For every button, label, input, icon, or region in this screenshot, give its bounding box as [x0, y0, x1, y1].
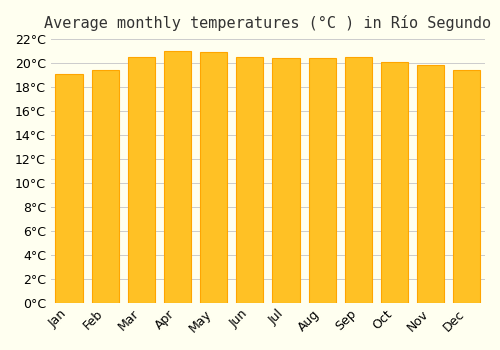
Bar [128, 57, 155, 303]
Bar [200, 52, 227, 303]
Bar [236, 57, 264, 303]
Bar [56, 74, 82, 303]
Bar [381, 62, 408, 303]
Bar [92, 70, 118, 303]
Bar [272, 58, 299, 303]
Bar [417, 65, 444, 303]
Title: Average monthly temperatures (°C ) in Río Segundo: Average monthly temperatures (°C ) in Rí… [44, 15, 492, 31]
Bar [164, 51, 191, 303]
Bar [308, 58, 336, 303]
Bar [345, 57, 372, 303]
Bar [454, 70, 480, 303]
